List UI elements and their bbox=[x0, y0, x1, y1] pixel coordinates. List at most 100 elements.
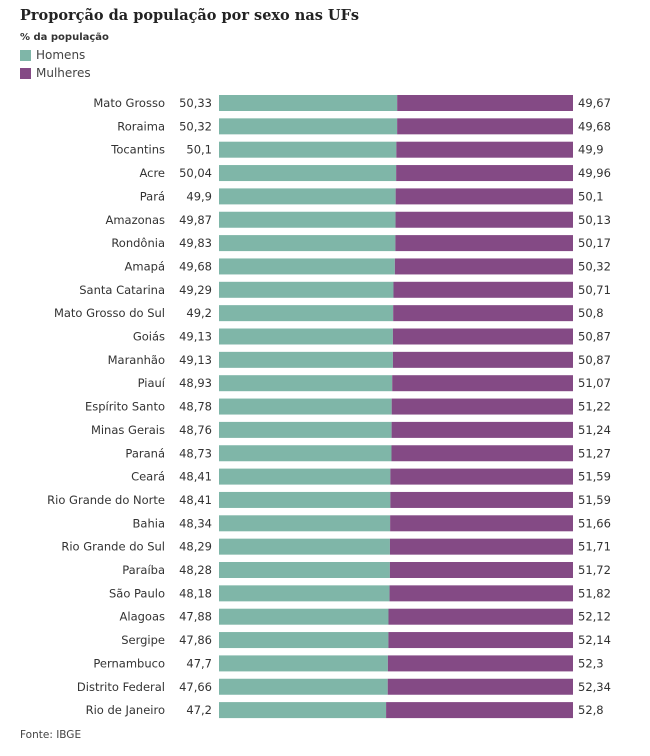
category-label: Pernambuco bbox=[93, 656, 165, 670]
category-label: Maranhão bbox=[108, 353, 165, 367]
bar-homens bbox=[219, 538, 390, 555]
bar-mulheres bbox=[394, 258, 573, 275]
bar-homens bbox=[219, 375, 393, 392]
men-value-label: 49,2 bbox=[186, 306, 212, 320]
women-value-label: 50,8 bbox=[578, 306, 604, 320]
bar-mulheres bbox=[388, 608, 573, 625]
men-value-label: 48,41 bbox=[179, 470, 212, 484]
women-value-label: 52,3 bbox=[578, 656, 604, 670]
bar-mulheres bbox=[392, 375, 573, 392]
men-value-label: 50,33 bbox=[179, 96, 212, 110]
men-value-label: 49,13 bbox=[179, 330, 212, 344]
bar-mulheres bbox=[392, 328, 573, 345]
category-label: Paraná bbox=[125, 446, 165, 460]
men-value-label: 50,04 bbox=[179, 166, 212, 180]
category-label: Amapá bbox=[125, 259, 165, 273]
men-value-label: 50,1 bbox=[186, 143, 212, 157]
women-value-label: 49,67 bbox=[578, 96, 611, 110]
bar-homens bbox=[219, 585, 390, 602]
women-value-label: 50,71 bbox=[578, 283, 611, 297]
men-value-label: 47,66 bbox=[179, 680, 212, 694]
women-value-label: 51,59 bbox=[578, 493, 611, 507]
men-value-label: 50,32 bbox=[179, 119, 212, 133]
legend-item-homens: Homens bbox=[20, 46, 91, 64]
bar-homens bbox=[219, 95, 398, 111]
bar-mulheres bbox=[389, 538, 573, 555]
women-value-label: 49,68 bbox=[578, 119, 611, 133]
women-value-label: 51,71 bbox=[578, 540, 611, 554]
women-value-label: 51,66 bbox=[578, 516, 611, 530]
bar-homens bbox=[219, 328, 393, 345]
chart-title: Proporção da população por sexo nas UFs bbox=[20, 7, 360, 24]
category-label: Minas Gerais bbox=[91, 423, 165, 437]
legend-label-mulheres: Mulheres bbox=[36, 66, 91, 80]
men-value-label: 47,7 bbox=[186, 656, 212, 670]
bar-mulheres bbox=[397, 95, 573, 111]
women-value-label: 51,22 bbox=[578, 400, 611, 414]
bar-mulheres bbox=[395, 188, 573, 205]
category-label: Distrito Federal bbox=[77, 680, 165, 694]
men-value-label: 49,13 bbox=[179, 353, 212, 367]
bar-homens bbox=[219, 235, 396, 252]
bar-mulheres bbox=[389, 585, 573, 602]
women-value-label: 49,96 bbox=[578, 166, 611, 180]
women-value-label: 50,87 bbox=[578, 353, 611, 367]
bar-homens bbox=[219, 211, 396, 228]
category-label: Pará bbox=[140, 189, 165, 203]
bar-homens bbox=[219, 141, 397, 158]
bar-mulheres bbox=[390, 515, 573, 532]
category-label: Rio Grande do Sul bbox=[61, 540, 165, 554]
bar-homens bbox=[219, 491, 391, 508]
category-label: Ceará bbox=[131, 470, 165, 484]
legend-swatch-homens bbox=[20, 49, 31, 61]
men-value-label: 48,18 bbox=[179, 586, 212, 600]
bar-mulheres bbox=[393, 305, 573, 322]
bar-mulheres bbox=[393, 281, 573, 298]
women-value-label: 49,9 bbox=[578, 143, 604, 157]
bar-homens bbox=[219, 118, 398, 135]
men-value-label: 48,73 bbox=[179, 446, 212, 460]
women-value-label: 51,59 bbox=[578, 470, 611, 484]
bar-homens bbox=[219, 351, 393, 368]
men-value-label: 48,34 bbox=[179, 516, 212, 530]
bar-homens bbox=[219, 515, 391, 532]
bar-mulheres bbox=[387, 678, 573, 695]
bar-mulheres bbox=[396, 141, 573, 158]
women-value-label: 50,13 bbox=[578, 213, 611, 227]
women-value-label: 52,8 bbox=[578, 703, 604, 717]
bar-mulheres bbox=[391, 445, 573, 462]
men-value-label: 49,87 bbox=[179, 213, 212, 227]
bar-homens bbox=[219, 445, 392, 462]
women-value-label: 50,17 bbox=[578, 236, 611, 250]
bar-homens bbox=[219, 468, 391, 485]
men-value-label: 48,78 bbox=[179, 400, 212, 414]
women-value-label: 50,32 bbox=[578, 259, 611, 273]
bar-mulheres bbox=[395, 235, 573, 252]
category-label: Rio de Janeiro bbox=[86, 703, 165, 717]
bar-homens bbox=[219, 655, 388, 672]
men-value-label: 48,76 bbox=[179, 423, 212, 437]
men-value-label: 49,9 bbox=[186, 189, 212, 203]
category-label: Tocantins bbox=[110, 143, 165, 157]
men-value-label: 48,41 bbox=[179, 493, 212, 507]
bar-homens bbox=[219, 421, 392, 438]
bar-mulheres bbox=[388, 632, 573, 649]
bar-homens bbox=[219, 258, 395, 275]
women-value-label: 50,1 bbox=[578, 189, 604, 203]
men-value-label: 49,68 bbox=[179, 259, 212, 273]
category-label: Acre bbox=[139, 166, 165, 180]
category-label: Roraima bbox=[117, 119, 165, 133]
men-value-label: 47,88 bbox=[179, 610, 212, 624]
bar-mulheres bbox=[387, 655, 573, 672]
men-value-label: 48,28 bbox=[179, 563, 212, 577]
legend: Homens Mulheres bbox=[20, 46, 91, 82]
bar-homens bbox=[219, 165, 397, 182]
men-value-label: 49,29 bbox=[179, 283, 212, 297]
women-value-label: 51,82 bbox=[578, 586, 611, 600]
bar-homens bbox=[219, 281, 394, 298]
women-value-label: 52,34 bbox=[578, 680, 611, 694]
legend-item-mulheres: Mulheres bbox=[20, 64, 91, 82]
women-value-label: 51,07 bbox=[578, 376, 611, 390]
category-label: Santa Catarina bbox=[79, 283, 165, 297]
category-label: Paraíba bbox=[122, 563, 165, 577]
